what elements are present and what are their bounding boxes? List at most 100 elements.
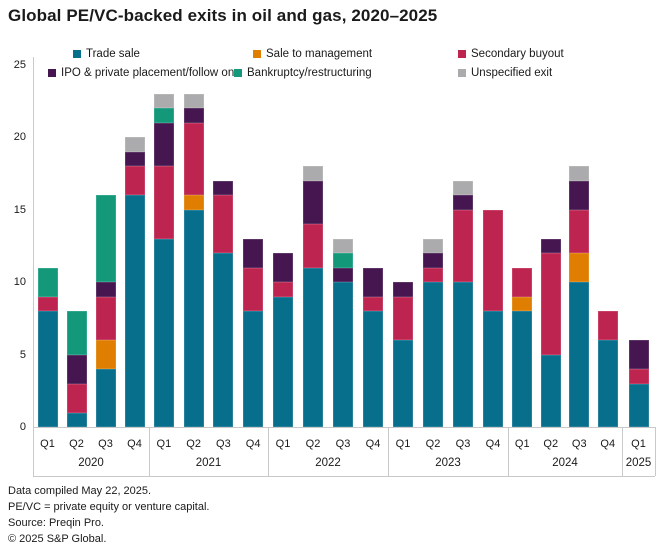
legend-item-sale-to-management: Sale to management (253, 48, 372, 60)
x-tick-label: Q3 (571, 438, 587, 450)
bar-2024-Q1 (512, 0, 533, 427)
bar-segment (153, 122, 174, 167)
bar-2022-Q1 (273, 0, 293, 427)
bar-segment (569, 209, 590, 254)
bar-segment (453, 195, 473, 210)
x-tick-label: Q1 (40, 438, 55, 450)
bar-segment (597, 311, 618, 341)
year-group-divider (268, 427, 269, 476)
bar-segment (183, 195, 204, 210)
x-axis-box-bottom (33, 476, 655, 477)
bar-segment (628, 340, 649, 370)
bar-segment (363, 311, 383, 427)
bar-segment (483, 311, 503, 427)
bar-segment (213, 195, 234, 254)
bar-segment (453, 209, 473, 283)
x-tick-label: Q1 (275, 438, 291, 450)
bar-segment (124, 166, 145, 196)
bar-segment (124, 137, 145, 152)
bar-segment (37, 267, 58, 297)
bar-segment (66, 354, 87, 384)
legend-item-trade-sale: Trade sale (73, 48, 140, 60)
bar-segment (512, 267, 533, 297)
bankruptcy-swatch-icon (234, 69, 242, 77)
bar-segment (393, 296, 413, 341)
x-tick-label: Q2 (305, 438, 321, 450)
x-tick-label: Q3 (216, 438, 231, 450)
bar-segment (453, 180, 473, 196)
bar-segment (423, 238, 443, 254)
legend-item-bankruptcy: Bankruptcy/restructuring (234, 67, 372, 79)
bar-2021-Q3 (213, 0, 234, 427)
bar-segment (393, 282, 413, 297)
bar-segment (333, 267, 353, 283)
bar-segment (512, 296, 533, 312)
bar-segment (243, 311, 264, 427)
x-tick-label: Q1 (156, 438, 172, 450)
bar-segment (423, 267, 443, 283)
bar-segment (183, 93, 204, 109)
legend-label: Sale to management (266, 48, 373, 60)
bar-segment (213, 253, 234, 427)
bar-segment (243, 267, 264, 312)
bar-2023-Q1 (393, 0, 413, 427)
legend-label: Unspecified exit (471, 67, 553, 79)
bar-segment (153, 166, 174, 239)
bar-segment (66, 383, 87, 413)
x-axis-baseline (33, 427, 655, 428)
bar-segment (333, 238, 353, 254)
legend-item-unspecified: Unspecified exit (458, 67, 552, 79)
bar-segment (423, 253, 443, 268)
bar-segment (273, 253, 293, 283)
bar-segment (483, 209, 503, 312)
bar-2021-Q2 (183, 0, 204, 427)
y-tick-label: 25 (13, 59, 26, 71)
bar-segment (569, 253, 590, 283)
x-tick-label: Q2 (543, 438, 559, 450)
bar-segment (303, 166, 323, 181)
bar-2021-Q4 (243, 0, 264, 427)
bar-segment (540, 253, 561, 355)
legend-label: Trade sale (86, 48, 140, 60)
year-label: 2025 (625, 457, 652, 469)
x-tick-label: Q4 (127, 438, 142, 450)
year-group-divider (622, 427, 623, 476)
bar-segment (303, 267, 323, 427)
secondary-buyout-swatch-icon (458, 50, 466, 58)
x-tick-label: Q1 (514, 438, 530, 450)
legend-label: Secondary buyout (471, 48, 564, 60)
year-group-divider (508, 427, 509, 476)
trade-sale-swatch-icon (73, 50, 81, 58)
x-tick-label: Q4 (485, 438, 501, 450)
bar-segment (153, 238, 174, 427)
footnotes: Data compiled May 22, 2025. PE/VC = priv… (8, 483, 209, 547)
bar-2023-Q4 (483, 0, 503, 427)
y-tick-label: 5 (19, 348, 26, 361)
sale-to-management-swatch-icon (253, 50, 261, 58)
y-tick-label: 10 (13, 276, 26, 289)
year-group-divider (655, 427, 656, 476)
legend-label: Bankruptcy/restructuring (247, 67, 372, 79)
bar-segment (393, 340, 413, 427)
bar-segment (183, 122, 204, 196)
bar-2023-Q3 (453, 0, 473, 427)
bar-segment (569, 180, 590, 210)
bar-segment (37, 296, 58, 312)
bar-segment (569, 166, 590, 181)
legend-label: IPO & private placement/follow on (61, 67, 235, 79)
bar-2022-Q3 (333, 0, 353, 427)
bar-segment (95, 282, 116, 297)
year-label: 2024 (552, 457, 578, 469)
bar-segment (95, 340, 116, 370)
x-tick-label: Q1 (395, 438, 411, 450)
bar-segment (512, 311, 533, 427)
year-label: 2022 (315, 457, 341, 469)
footnote-line: Data compiled May 22, 2025. (8, 485, 152, 497)
bar-segment (183, 209, 204, 427)
bar-segment (453, 282, 473, 427)
bar-segment (95, 296, 116, 341)
x-tick-label: Q1 (631, 438, 646, 450)
bar-segment (628, 369, 649, 384)
year-group-divider (149, 427, 150, 476)
